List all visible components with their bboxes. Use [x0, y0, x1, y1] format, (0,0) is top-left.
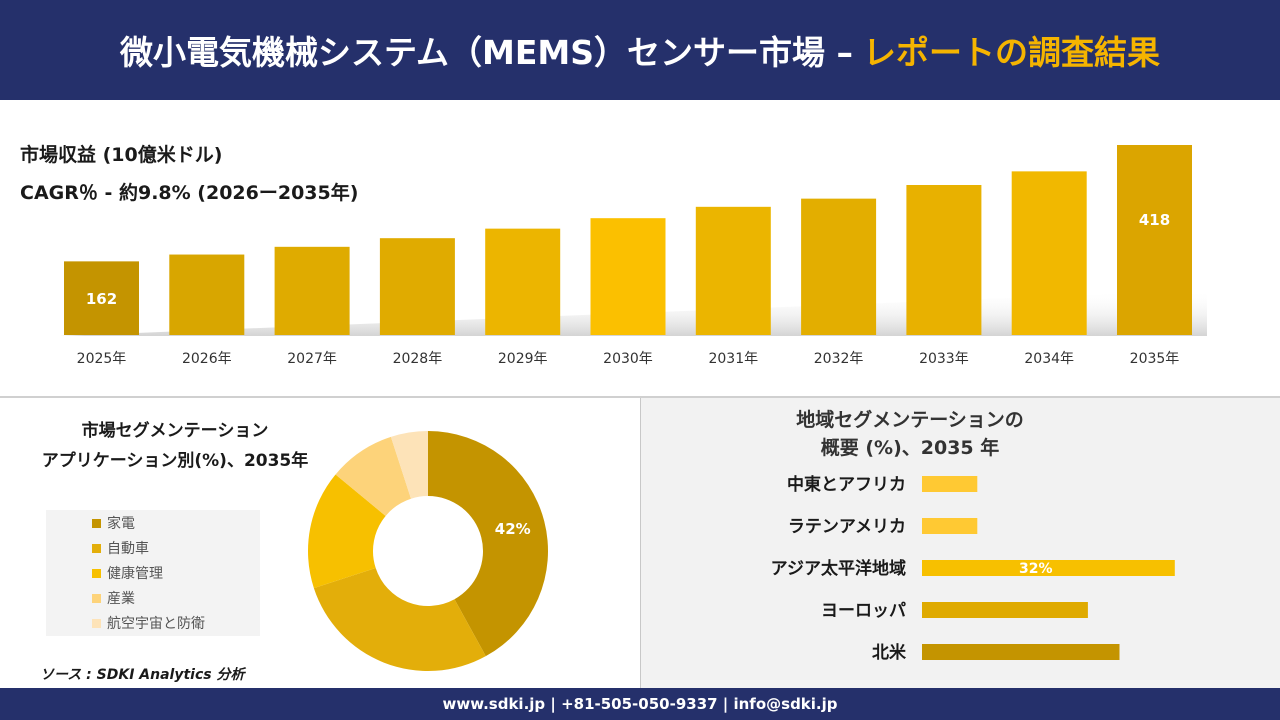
application-title-line-2: アプリケーション別(%)、2035年: [41, 451, 309, 471]
region-bar: [922, 560, 1175, 576]
revenue-data-label: 418: [1139, 211, 1170, 229]
revenue-bar: [169, 254, 245, 335]
legend-swatch: [92, 618, 101, 628]
donut-data-label: 42%: [495, 520, 531, 538]
donut-slice: [428, 431, 548, 657]
application-donut-svg: 42%: [308, 431, 548, 671]
region-category-label: 北米: [872, 642, 907, 663]
legend-label: 航空宇宙と防衛: [107, 616, 205, 632]
page-title: 微小電気機械システム（MEMS）センサー市場 – レポートの調査結果: [0, 0, 1280, 100]
application-legend: [46, 510, 260, 636]
revenue-bar: [1117, 145, 1192, 335]
legend-item: 航空宇宙と防衛: [92, 613, 205, 633]
application-segment-title: 市場セグメンテーション アプリケーション別(%)、2035年: [20, 416, 330, 476]
legend-swatch: [92, 543, 101, 553]
legend-label: 健康管理: [107, 566, 163, 582]
title-accent: レポートの調査結果: [863, 33, 1160, 72]
revenue-bar-svg: 2025年 162 2026年 2027年 2028年 2029年 2030年 2031年 20…: [60, 145, 1207, 367]
section-divider: [0, 396, 1280, 398]
donut-slice: [390, 431, 428, 499]
revenue-bar: [485, 228, 561, 335]
legend-item: 家電: [92, 513, 135, 533]
revenue-bar: [379, 238, 455, 335]
revenue-bar: [1011, 171, 1087, 335]
year-tick-label: 2030年: [603, 351, 653, 367]
revenue-bar: [274, 246, 350, 335]
year-tick-label: 2035年: [1130, 351, 1180, 367]
legend-item: 産業: [92, 588, 135, 608]
header-bar: 微小電気機械システム（MEMS）センサー市場 – レポートの調査結果: [0, 0, 1280, 100]
revenue-bar: [590, 218, 666, 335]
revenue-bar: [801, 198, 877, 335]
revenue-bar: [64, 261, 139, 335]
region-segment-panel: [641, 398, 1280, 688]
donut-slice: [308, 474, 386, 589]
footer-contact: www.sdki.jp | +81-505-050-9337 | info@sd…: [442, 695, 838, 713]
footer-bar: www.sdki.jp | +81-505-050-9337 | info@sd…: [0, 688, 1280, 720]
region-category-label: ヨーロッパ: [821, 601, 906, 621]
year-tick-label: 2033年: [919, 351, 969, 367]
region-title-line-2: 概要 (%)、2035 年: [820, 437, 1000, 459]
year-tick-label: 2025年: [77, 351, 127, 367]
legend-label: 自動車: [107, 541, 149, 557]
region-category-label: 中東とアフリカ: [787, 474, 906, 495]
region-data-label: 32%: [1019, 561, 1053, 577]
legend-swatch: [92, 593, 101, 603]
year-tick-label: 2026年: [182, 351, 232, 367]
year-tick-label: 2027年: [287, 351, 337, 367]
region-bar: [922, 476, 978, 492]
year-tick-label: 2031年: [708, 351, 758, 367]
region-segment-title: 地域セグメンテーションの 概要 (%)、2035 年: [740, 406, 1080, 462]
region-bar: [922, 518, 978, 534]
region-category-label: アジア太平洋地域: [771, 558, 906, 579]
title-main: 微小電気機械システム（MEMS）センサー市場 –: [120, 33, 853, 72]
legend-swatch: [92, 568, 101, 578]
region-title-line-1: 地域セグメンテーションの: [796, 409, 1024, 431]
revenue-bar: [906, 185, 982, 335]
cagr-subtitle: CAGR％ - 約9.8% (2026ー2035年): [20, 182, 359, 204]
revenue-chart: 2025年 162 2026年 2027年 2028年 2029年 2030年 2031年 20…: [0, 100, 1280, 395]
region-bar: [922, 602, 1088, 618]
legend-label: 家電: [107, 516, 135, 532]
region-bar: [922, 644, 1120, 660]
year-tick-label: 2028年: [393, 351, 443, 367]
legend-item: 自動車: [92, 538, 149, 558]
revenue-bar: [695, 206, 771, 335]
legend-swatch: [92, 518, 101, 528]
year-tick-label: 2032年: [814, 351, 864, 367]
application-segment-panel: 市場セグメンテーション アプリケーション別(%)、2035年 家電自動車健康管理…: [0, 398, 640, 688]
year-tick-label: 2029年: [498, 351, 548, 367]
revenue-chart-title: 市場収益 (10億米ドル): [20, 144, 223, 166]
donut-slice: [313, 567, 486, 671]
revenue-data-label: 162: [86, 290, 117, 308]
legend-item: 健康管理: [92, 563, 163, 583]
panel-divider: [640, 398, 641, 688]
donut-slice: [335, 436, 412, 516]
region-category-label: ラテンアメリカ: [788, 517, 906, 537]
application-title-line-1: 市場セグメンテーション: [81, 421, 269, 441]
source-note: ソース : SDKI Analytics 分析: [40, 667, 245, 683]
year-tick-label: 2034年: [1024, 351, 1074, 367]
legend-label: 産業: [107, 591, 135, 607]
